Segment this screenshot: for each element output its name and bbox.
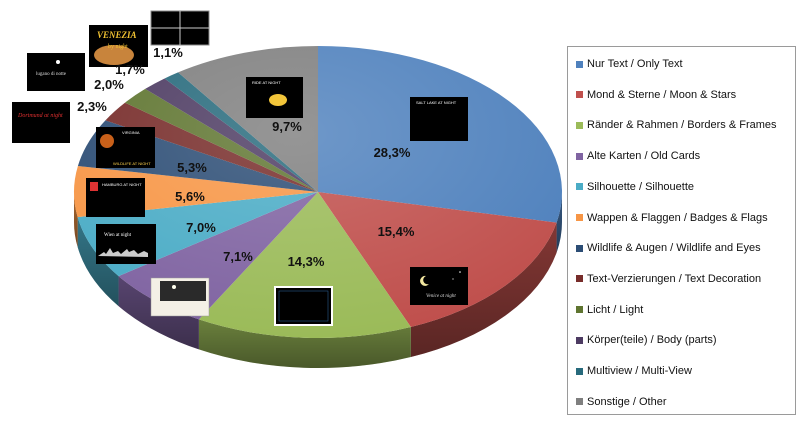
thumb-silhouette-label: Wien at night (104, 233, 132, 238)
legend-swatch (576, 152, 583, 160)
legend-label: Alte Karten / Old Cards (587, 150, 701, 163)
legend-label: Körper(teile) / Body (parts) (587, 334, 717, 347)
thumbnails: SALT LAKE AT NIGHT Venice at night Wien … (12, 10, 468, 326)
data-label-6: 5,3% (177, 160, 207, 175)
legend-item: Nur Text / Only Text (576, 56, 683, 72)
legend-item: Alte Karten / Old Cards (576, 148, 700, 164)
legend-item: Körper(teile) / Body (parts) (576, 332, 717, 348)
legend-label: Ränder & Rahmen / Borders & Frames (587, 119, 777, 132)
legend-swatch (576, 275, 583, 283)
thumb-other-label: RIDE AT NIGHT (252, 80, 281, 85)
legend-item: Text-Verzierungen / Text Decoration (576, 271, 761, 287)
data-label-5: 5,6% (175, 189, 205, 204)
data-label-4: 7,0% (186, 220, 216, 235)
thumb-body-top-label: VENEZIA (97, 30, 137, 40)
legend-swatch (576, 91, 583, 99)
legend-swatch (576, 214, 583, 221)
thumb-body-parts: VENEZIA by night (89, 25, 148, 67)
legend-swatch (576, 306, 583, 314)
legend-item: Licht / Light (576, 302, 643, 318)
data-label-2: 14,3% (288, 254, 325, 269)
legend-swatch (576, 244, 583, 252)
thumb-old-cards (150, 277, 210, 317)
legend-label: Wappen & Flaggen / Badges & Flags (587, 211, 768, 224)
thumb-only-text: SALT LAKE AT NIGHT (410, 97, 468, 141)
legend-label: Sonstige / Other (587, 395, 667, 408)
legend-label: Licht / Light (587, 303, 644, 316)
legend-label: Nur Text / Only Text (587, 58, 683, 70)
data-label-3: 7,1% (223, 249, 253, 264)
thumb-body-bottom-label: by night (108, 44, 128, 50)
thumb-light-label: lugano di notte (36, 72, 67, 77)
thumb-wildlife-label: VIRGINIA (122, 130, 140, 135)
legend-item: Multiview / Multi-View (576, 363, 692, 379)
thumb-only-text-label: SALT LAKE AT NIGHT (416, 100, 457, 105)
thumb-light: lugano di notte (27, 53, 85, 91)
data-label-1: 15,4% (378, 224, 415, 239)
legend-label: Silhouette / Silhouette (587, 180, 695, 193)
thumb-other: RIDE AT NIGHT (246, 77, 303, 118)
data-label-10: 1,1% (153, 45, 183, 60)
data-label-8: 2,0% (94, 77, 124, 92)
legend-swatch (576, 60, 583, 68)
legend-item: Silhouette / Silhouette (576, 179, 694, 195)
legend-item: Mond & Sterne / Moon & Stars (576, 87, 736, 103)
thumb-multiview (150, 10, 210, 46)
thumb-borders (274, 286, 333, 326)
legend-item: Sonstige / Other (576, 394, 667, 410)
data-label-7: 2,3% (77, 99, 107, 114)
legend-item: Wildlife & Augen / Wildlife and Eyes (576, 240, 761, 256)
thumb-badges: HAMBURG AT NIGHT (86, 178, 145, 217)
legend-item: Ränder & Rahmen / Borders & Frames (576, 117, 777, 133)
legend-swatch (576, 183, 583, 191)
legend-swatch (576, 336, 583, 344)
legend-label: Text-Verzierungen / Text Decoration (587, 272, 762, 285)
thumb-moon-label: Venice at night (426, 294, 456, 299)
thumb-badges-label: HAMBURG AT NIGHT (102, 182, 142, 187)
legend-item: Wappen & Flaggen / Badges & Flags (576, 210, 768, 226)
legend-swatch (576, 367, 583, 375)
thumb-moon: Venice at night (410, 267, 468, 305)
thumb-text-decoration: Dortmund at night (12, 102, 70, 143)
legend-swatch (576, 398, 583, 406)
legend-label: Wildlife & Augen / Wildlife and Eyes (587, 242, 761, 255)
legend-label: Multiview / Multi-View (587, 365, 692, 377)
thumb-text-decoration-label: Dortmund at night (17, 113, 63, 119)
percent-labels: 28,3%15,4%14,3%7,1%7,0%5,6%5,3%2,3%2,0%1… (77, 45, 415, 269)
thumb-silhouette: Wien at night (96, 224, 156, 264)
legend: Nur Text / Only Text Mond & Sterne / Moon… (567, 46, 796, 415)
pie-side-shade-2 (198, 319, 411, 368)
data-label-9: 1,7% (115, 62, 145, 77)
thumb-wildlife: VIRGINIA WILDLIFE AT NIGHT (96, 127, 155, 168)
legend-label: Mond & Sterne / Moon & Stars (587, 88, 737, 101)
thumb-wildlife-sub-label: WILDLIFE AT NIGHT (113, 161, 151, 166)
data-label-11: 9,7% (272, 119, 302, 134)
data-label-0: 28,3% (374, 145, 411, 160)
legend-swatch (576, 121, 583, 129)
